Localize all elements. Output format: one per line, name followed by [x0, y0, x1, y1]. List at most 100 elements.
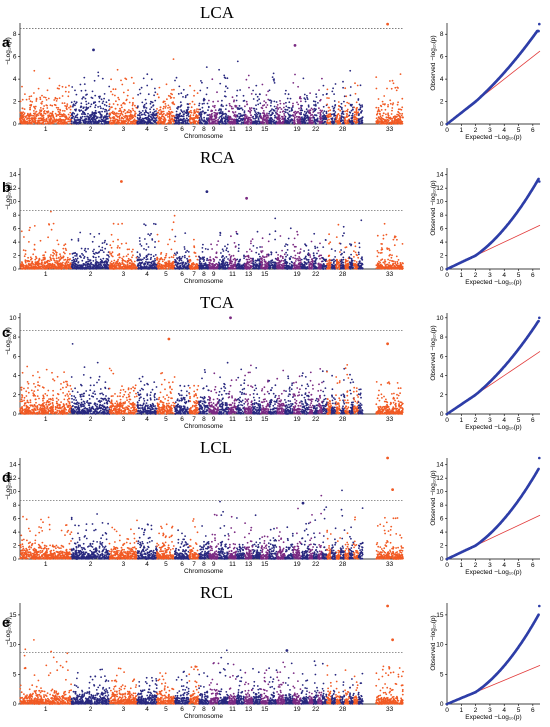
chromosome-3-points	[108, 667, 139, 705]
chromosome-20-points	[300, 77, 310, 125]
qq-x-axis-label: Expected −Log₁₀(p)	[465, 714, 521, 721]
y-tick-label: 14	[9, 172, 17, 179]
top-hit-point	[120, 180, 123, 183]
qq-x-tick-label: 1	[459, 562, 463, 569]
x-tick-label: 28	[339, 416, 347, 423]
x-tick-label: 33	[386, 126, 394, 133]
chromosome-17-points	[276, 369, 286, 415]
chromosome-31-points	[353, 82, 360, 125]
x-tick-label: 8	[202, 416, 206, 423]
chromosome-16-points	[268, 72, 278, 125]
y-axis-label: −Log₁₀(p)	[5, 182, 12, 209]
chromosome-10-points	[218, 68, 230, 125]
chromosome-26-points	[330, 83, 337, 125]
chromosome-11-points	[227, 515, 238, 560]
qq-x-tick-label: 0	[445, 127, 449, 134]
chromosome-11-points	[227, 230, 238, 270]
qq-top-point	[538, 22, 541, 26]
qq-observed-points	[445, 319, 540, 416]
chromosome-1-points	[19, 365, 73, 415]
chromosome-2-points	[70, 231, 111, 270]
chromosome-23-points	[317, 691, 324, 705]
chromosome-6-points	[174, 529, 191, 560]
chromosome-9-points	[208, 78, 220, 125]
qq-x-axis-label: Expected −Log₁₀(p)	[465, 569, 521, 576]
chromosome-9-points	[208, 513, 220, 560]
chromosome-13-points	[243, 671, 254, 705]
panel-title: LCL	[200, 438, 232, 457]
chromosome-15-points	[259, 379, 270, 415]
x-tick-label: 9	[212, 706, 216, 713]
top-hit-point	[386, 22, 389, 26]
x-tick-label: 8	[202, 126, 206, 133]
x-tick-label: 15	[261, 416, 269, 423]
top-hit-point	[285, 649, 289, 652]
qq-y-axis-label: Observed −log₁₀(p)	[430, 35, 437, 90]
qq-y-tick-label: 8	[440, 212, 444, 219]
chromosome-22-points	[312, 93, 319, 125]
qq-y-axis-label: Observed −log₁₀(p)	[430, 325, 437, 380]
chromosome-5-points	[156, 214, 176, 270]
qq-x-tick-label: 2	[474, 562, 478, 569]
chromosome-29-points	[343, 87, 351, 125]
qq-x-tick-label: 2	[474, 707, 478, 714]
qq-x-tick-label: 6	[531, 127, 535, 134]
y-tick-label: 0	[13, 121, 17, 128]
chromosome-14-points	[251, 84, 262, 125]
top-hit-point	[391, 488, 394, 491]
qq-x-tick-label: 3	[488, 127, 492, 134]
x-axis-label: Chromosome	[184, 133, 223, 140]
y-tick-label: 0	[13, 266, 17, 273]
qq-x-tick-label: 3	[488, 562, 492, 569]
y-tick-label: 6	[13, 353, 17, 360]
qq-top-point	[538, 604, 541, 608]
qq-y-tick-label: 0	[440, 266, 444, 273]
chromosome-5-points	[156, 58, 176, 125]
top-hit-point	[391, 638, 394, 642]
x-tick-label: 13	[245, 561, 253, 568]
chromosome-10-points	[217, 649, 230, 705]
panel-letter: e	[2, 614, 10, 630]
x-tick-label: 15	[261, 561, 269, 568]
chromosome-22-points	[312, 232, 319, 270]
x-tick-label: 11	[229, 416, 236, 423]
x-axis-label: Chromosome	[184, 278, 223, 285]
x-tick-label: 33	[386, 271, 394, 278]
qq-y-tick-label: 6	[440, 516, 444, 523]
y-tick-label: 4	[13, 239, 17, 246]
chromosome-16-points	[268, 667, 278, 705]
chromosome-25-points	[326, 370, 332, 415]
chromosome-20-points	[300, 673, 310, 705]
chromosome-18-points	[284, 526, 294, 560]
chromosome-28-points	[339, 489, 346, 560]
chromosome-14-points	[252, 514, 262, 560]
chromosome-26-points	[330, 527, 337, 560]
qq-y-tick-label: 6	[440, 353, 444, 360]
chromosome-25-points	[326, 233, 333, 270]
qq-x-tick-label: 6	[531, 272, 535, 279]
chromosome-17-points	[275, 235, 286, 270]
chromosome-30-points	[348, 243, 355, 270]
x-tick-label: 33	[386, 561, 394, 568]
chromosome-7-points	[188, 84, 200, 125]
y-axis-label: −Log₁₀(p)	[5, 472, 12, 499]
x-tick-label: 13	[245, 271, 253, 278]
x-tick-label: 22	[312, 126, 320, 133]
x-tick-label: 7	[192, 271, 196, 278]
y-tick-label: 6	[13, 54, 17, 61]
chromosome-5-points	[156, 372, 176, 415]
qq-y-tick-label: 2	[440, 392, 444, 399]
qq-x-tick-label: 1	[459, 127, 463, 134]
chromosome-12-points	[235, 368, 246, 415]
chromosome-9-points	[208, 662, 220, 705]
qq-y-tick-label: 12	[436, 475, 444, 482]
panel-letter: c	[2, 324, 10, 340]
x-axis-label: Chromosome	[184, 568, 223, 575]
chromosome-19-points	[292, 507, 302, 560]
qq-x-tick-label: 0	[445, 417, 449, 424]
qq-observed-points	[445, 177, 540, 271]
chromosome-3-points	[108, 222, 138, 270]
qq-observed-points	[445, 467, 540, 561]
chromosome-18-points	[284, 227, 294, 270]
